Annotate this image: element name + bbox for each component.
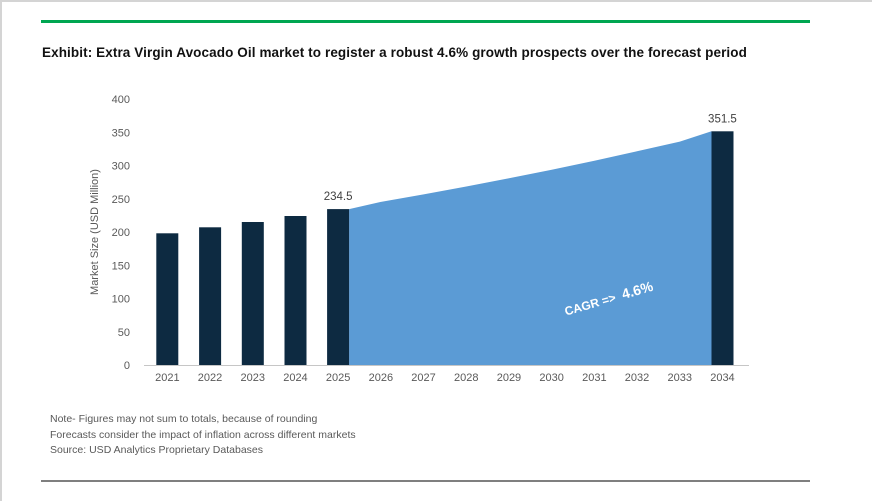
x-tick-label-2023: 2023: [241, 372, 265, 384]
data-label-2025: 234.5: [324, 191, 353, 203]
forecast-area: [349, 131, 712, 365]
x-tick-label-2022: 2022: [198, 372, 222, 384]
x-tick-label-2028: 2028: [454, 372, 478, 384]
bar-2023: [241, 222, 264, 365]
x-tick-label-2027: 2027: [411, 372, 435, 384]
x-tick-label-2031: 2031: [582, 372, 606, 384]
x-tick-label-2025: 2025: [326, 372, 350, 384]
y-tick-label-400: 400: [112, 94, 130, 106]
x-tick-label-2033: 2033: [668, 372, 692, 384]
y-tick-label-100: 100: [112, 294, 130, 306]
footer-note-source: Source: USD Analytics Proprietary Databa…: [50, 444, 264, 456]
y-axis-title: Market Size (USD Million): [89, 169, 101, 295]
bar-2024: [284, 216, 307, 365]
x-tick-label-2030: 2030: [539, 372, 563, 384]
exhibit-title: Exhibit: Extra Virgin Avocado Oil market…: [42, 45, 747, 60]
footer-note-inflation: Forecasts consider the impact of inflati…: [50, 428, 356, 441]
y-tick-label-300: 300: [112, 161, 130, 173]
x-tick-label-2034: 2034: [710, 372, 734, 384]
y-tick-label-50: 50: [118, 327, 130, 339]
footer-rule: [41, 480, 810, 482]
data-label-2034: 351.5: [708, 113, 737, 125]
footer-note-rounding: Note- Figures may not sum to totals, bec…: [50, 413, 318, 425]
bar-2034: [711, 131, 734, 365]
footer-notes: Note- Figures may not sum to totals, bec…: [50, 412, 356, 459]
x-tick-label-2021: 2021: [155, 372, 179, 384]
x-tick-label-2024: 2024: [283, 372, 307, 384]
x-tick-label-2029: 2029: [497, 372, 521, 384]
bar-2021: [156, 233, 179, 365]
y-tick-label-200: 200: [112, 227, 130, 239]
bar-2025: [327, 209, 350, 365]
y-tick-label-350: 350: [112, 127, 130, 139]
cagr-annotation: CAGR =>4.6%: [562, 278, 655, 319]
x-tick-label-2032: 2032: [625, 372, 649, 384]
y-tick-label-250: 250: [112, 194, 130, 206]
x-tick-label-2026: 2026: [369, 372, 393, 384]
y-tick-label-0: 0: [124, 360, 130, 372]
accent-rule: [41, 20, 810, 23]
bar-2022: [199, 227, 222, 365]
y-tick-label-150: 150: [112, 260, 130, 272]
